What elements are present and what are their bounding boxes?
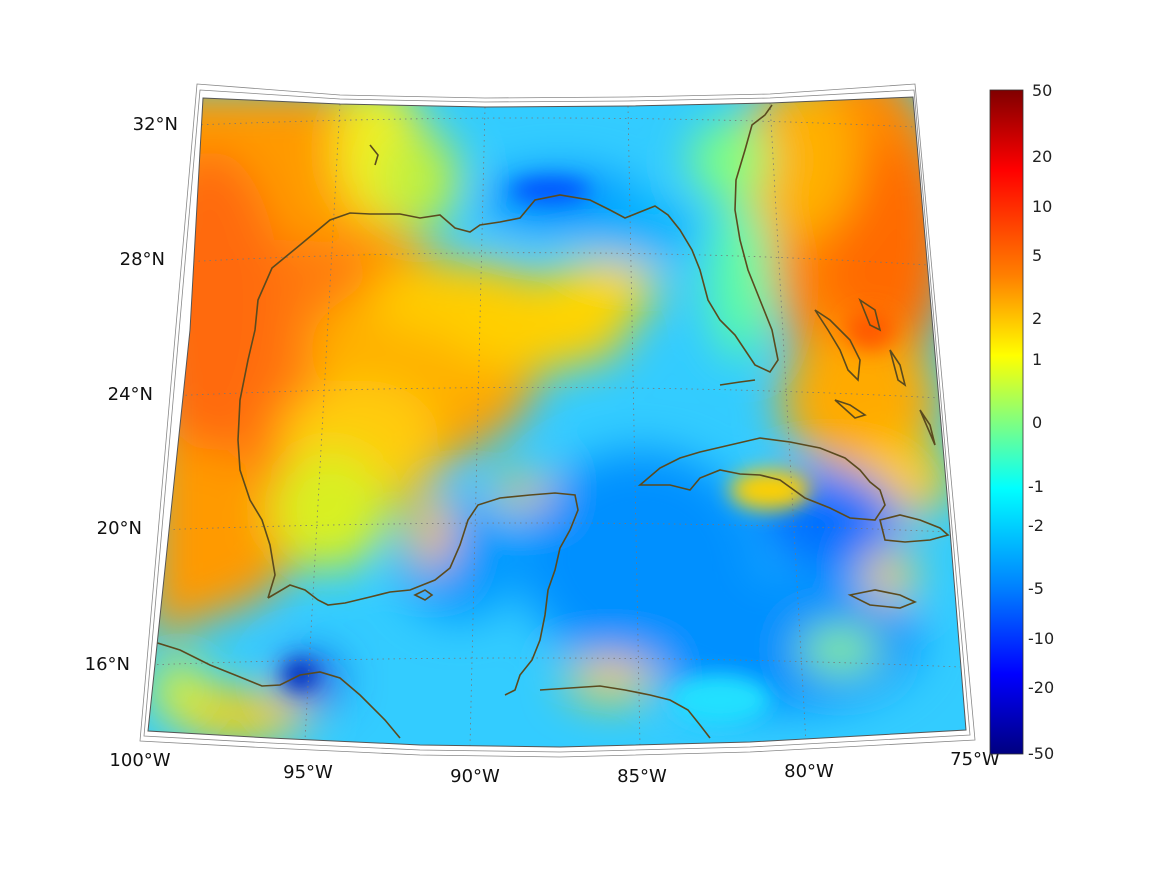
lat-label-32: 32°N [133,114,178,135]
latitude-labels: 32°N 28°N 24°N 20°N 16°N [85,114,178,675]
colorbar-gradient [989,89,1024,755]
lat-label-20: 20°N [97,518,142,539]
colorbar-tick-20: 20 [1032,147,1052,166]
colorbar-tick-m5: -5 [1028,579,1044,598]
colorbar-tick-m50: -50 [1028,744,1054,763]
colorbar-tick-5: 5 [1032,246,1042,265]
data-field [148,97,966,747]
lat-label-28: 28°N [120,249,165,270]
lon-label-95: 95°W [283,762,333,783]
colorbar-tick-50: 50 [1032,81,1052,100]
lat-label-16: 16°N [85,654,130,675]
colorbar-tick-0: 0 [1032,413,1042,432]
colorbar-tick-1: 1 [1032,350,1042,369]
colorbar-tick-m2: -2 [1028,516,1044,535]
longitude-labels: 100°W 95°W 90°W 85°W 80°W 75°W [109,749,1000,787]
colorbar: 50 20 10 5 2 1 0 -1 -2 -5 -10 -20 -50 [989,81,1054,763]
gridlines [148,102,961,747]
lon-label-90: 90°W [450,766,500,787]
colorbar-tick-m20: -20 [1028,678,1054,697]
colorbar-tick-10: 10 [1032,197,1052,216]
lon-label-80: 80°W [784,761,834,782]
colorbar-tick-m1: -1 [1028,477,1044,496]
colorbar-tick-2: 2 [1032,309,1042,328]
map-frame [147,96,967,748]
lon-label-100: 100°W [109,750,170,771]
lon-label-85: 85°W [617,766,667,787]
colorbar-tick-m10: -10 [1028,629,1054,648]
lon-label-75: 75°W [950,749,1000,770]
lat-label-24: 24°N [108,384,153,405]
coastlines [148,104,950,739]
